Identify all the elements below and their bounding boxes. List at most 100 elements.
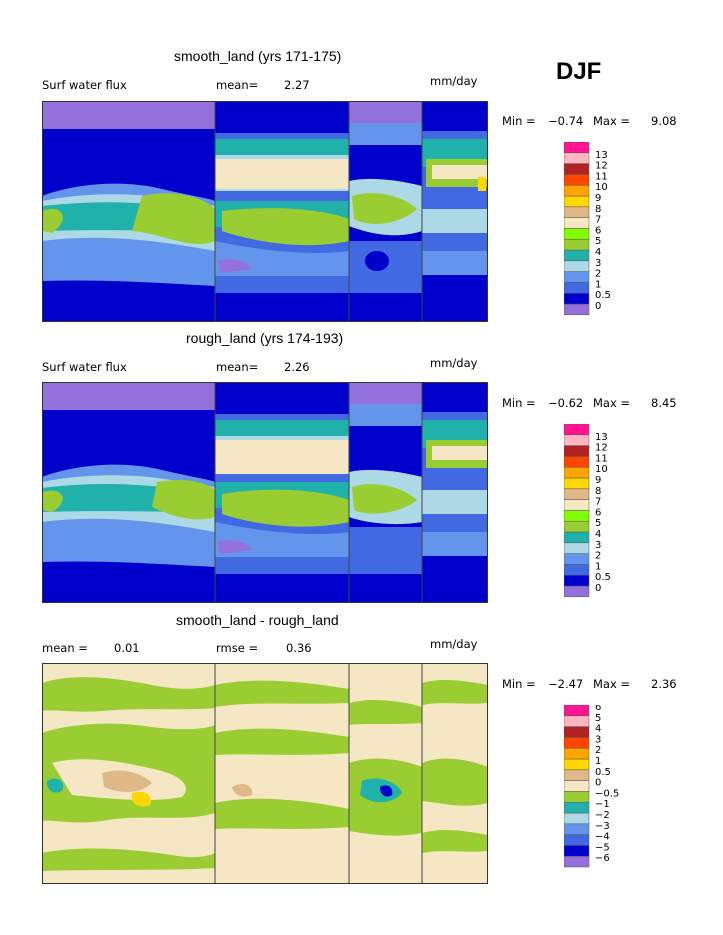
panel1-colorbar-swatch — [564, 282, 590, 294]
panel1-units: mm/day — [430, 74, 478, 88]
panel2-colorbar-tick-label: 3 — [595, 540, 601, 551]
panel3-max-label: Max = — [593, 677, 631, 691]
panel1-colorbar-swatch — [564, 271, 590, 283]
panel1-colorbar-tick-label: 8 — [595, 204, 601, 215]
panel2-colorbar-swatch — [564, 520, 590, 533]
panel2-colorbar-swatch — [564, 574, 590, 587]
panel1-colorbar-tick-label: 4 — [595, 247, 601, 258]
panel2-min-value: −0.62 — [548, 396, 584, 410]
panel3-colorbar-tick-label: −5 — [595, 842, 610, 853]
panel2-colorbar-swatch — [564, 542, 590, 554]
panel2-colorbar-tick-label: 7 — [595, 497, 601, 508]
panel3-mean-label: mean = — [42, 641, 88, 655]
panel3-colorbar-tick-label: −1 — [595, 799, 610, 810]
panel3-colorbar-tick-label: 0 — [595, 778, 601, 789]
panel2-colorbar-tick-label: 0.5 — [595, 572, 611, 583]
panel2-colorbar-tick-label: 10 — [595, 464, 608, 475]
panel1-colorbar-swatch — [564, 260, 590, 272]
panel3-colorbar-swatch — [564, 780, 590, 792]
panel1-colorbar-swatch — [564, 184, 590, 197]
panel2-colorbar-swatch — [564, 499, 590, 511]
panel2-title: rough_land (yrs 174-193) — [186, 330, 344, 346]
panel2-colorbar-tick-label: 13 — [595, 432, 608, 443]
panel1-colorbar-tick-label: 12 — [595, 161, 608, 172]
panel1-mean-value: 2.27 — [284, 78, 310, 92]
panel3-mean-value: 0.01 — [114, 641, 140, 655]
panel3-colorbar-tick-label: 0.5 — [595, 767, 611, 778]
panel2-colorbar-tick-label: 4 — [595, 529, 601, 540]
panel3-colorbar-swatch — [564, 834, 590, 846]
panel1-colorbar-swatch — [564, 217, 590, 229]
panel3-colorbar-swatch — [564, 801, 590, 814]
panel3-colorbar-swatch — [564, 715, 590, 727]
panel2-colorbar-swatch — [564, 585, 590, 598]
panel2-colorbar-swatch — [564, 456, 590, 468]
panel3-colorbar-tick-label: 1 — [595, 756, 601, 767]
panel2-colorbar-swatch — [564, 531, 590, 544]
panel3-colorbar-tick-label: −3 — [595, 821, 610, 832]
panel3-map — [42, 663, 488, 884]
panel3-colorbar-tick-label: 6 — [595, 705, 601, 713]
season-label: DJF — [556, 58, 602, 85]
panel2-max-label: Max = — [593, 396, 631, 410]
panel3-colorbar-swatch — [564, 737, 590, 749]
panel3-colorbar-tick-label: −4 — [595, 832, 610, 843]
panel1-max-value: 9.08 — [651, 114, 677, 128]
panel3-colorbar-tick-label: −0.5 — [595, 788, 619, 799]
panel3-colorbar-tick-label: −6 — [595, 853, 610, 864]
panel1-colorbar-swatch — [564, 249, 590, 262]
panel1-mean-label: mean= — [216, 78, 259, 92]
panel2-colorbar-swatch — [564, 434, 590, 446]
panel1-colorbar-swatch — [564, 174, 590, 186]
panel2-map — [42, 382, 488, 603]
panel3-colorbar-tick-label: 5 — [595, 713, 601, 724]
panel3-colorbar-swatch — [564, 726, 590, 738]
panel1-colorbar-swatch — [564, 163, 590, 175]
panel1-colorbar-tick-label: 7 — [595, 215, 601, 226]
panel2-colorbar-swatch — [564, 424, 590, 436]
panel1-min-label: Min = — [502, 114, 536, 128]
panel2-colorbar-tick-label: 0 — [595, 583, 601, 594]
panel1-max-label: Max = — [593, 114, 631, 128]
panel2-colorbar-swatch — [564, 564, 590, 576]
panel3-colorbar-tick-label: 4 — [595, 724, 601, 735]
panel1-colorbar-tick-label: 13 — [595, 150, 608, 161]
panel2-variable: Surf water flux — [42, 360, 127, 374]
panel1-colorbar-tick-label: 3 — [595, 258, 601, 269]
panel3-colorbar-tick-label: −2 — [595, 810, 610, 821]
panel2-mean-value: 2.26 — [284, 360, 310, 374]
panel3-colorbar-swatch — [564, 823, 590, 835]
panel3-colorbar-swatch — [564, 705, 590, 717]
panel1-colorbar-tick-label: 0 — [595, 301, 601, 312]
panel2-colorbar-swatch — [564, 510, 590, 522]
panel2-colorbar-tick-label: 2 — [595, 551, 601, 562]
panel1-colorbar-swatch — [564, 238, 590, 251]
panel2-colorbar-tick-label: 6 — [595, 507, 601, 518]
panel2-colorbar-tick-label: 8 — [595, 486, 601, 497]
panel3-rmse-label: rmse = — [216, 641, 259, 655]
panel1-colorbar-tick-label: 1 — [595, 279, 601, 290]
panel1-colorbar-swatch — [564, 206, 590, 218]
panel3-colorbar-tick-label: 2 — [595, 745, 601, 756]
panel3-colorbar-swatch — [564, 747, 590, 760]
panel2-min-label: Min = — [502, 396, 536, 410]
panel1-colorbar-swatch — [564, 195, 590, 208]
panel1-colorbar-tick-label: 10 — [595, 182, 608, 193]
panel1-colorbar-swatch — [564, 152, 590, 164]
panel2-colorbar-tick-label: 12 — [595, 443, 608, 454]
panel2-colorbar-tick-label: 11 — [595, 453, 608, 464]
panel1-colorbar-tick-label: 5 — [595, 236, 601, 247]
panel3-rmse-value: 0.36 — [286, 641, 312, 655]
panel1-colorbar-tick-label: 0.5 — [595, 290, 611, 301]
panel1-min-value: −0.74 — [548, 114, 584, 128]
panel1-colorbar-swatch — [564, 142, 590, 154]
panel3-colorbar-swatch — [564, 855, 590, 868]
panel1-colorbar-swatch — [564, 303, 590, 316]
panel1-colorbar-tick-label: 2 — [595, 269, 601, 280]
panel2-colorbar-tick-label: 9 — [595, 475, 601, 486]
panel2-colorbar-swatch — [564, 466, 590, 479]
panel3-colorbar-swatch — [564, 769, 590, 781]
panel1-colorbar-tick-label: 6 — [595, 225, 601, 236]
